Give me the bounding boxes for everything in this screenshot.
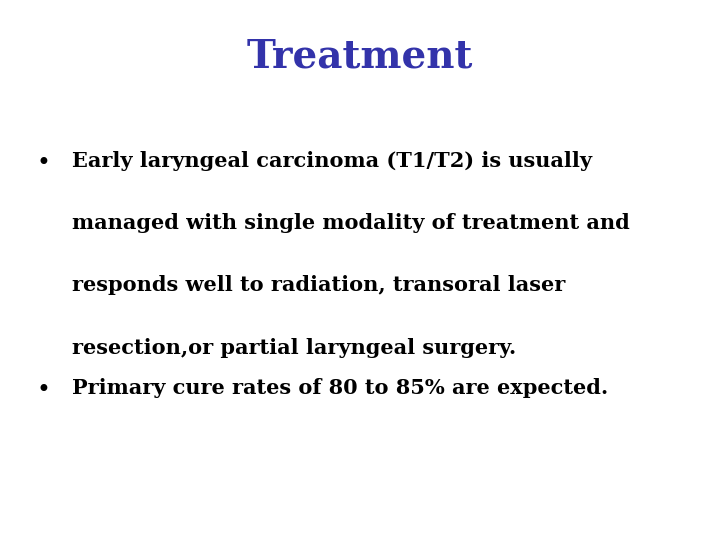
Text: managed with single modality of treatment and: managed with single modality of treatmen… [72, 213, 630, 233]
Text: Treatment: Treatment [247, 38, 473, 76]
Text: Primary cure rates of 80 to 85% are expected.: Primary cure rates of 80 to 85% are expe… [72, 378, 608, 398]
Text: •: • [36, 378, 50, 402]
Text: Early laryngeal carcinoma (T1/T2) is usually: Early laryngeal carcinoma (T1/T2) is usu… [72, 151, 592, 171]
Text: •: • [36, 151, 50, 175]
Text: responds well to radiation, transoral laser: responds well to radiation, transoral la… [72, 275, 565, 295]
Text: resection,or partial laryngeal surgery.: resection,or partial laryngeal surgery. [72, 338, 516, 357]
